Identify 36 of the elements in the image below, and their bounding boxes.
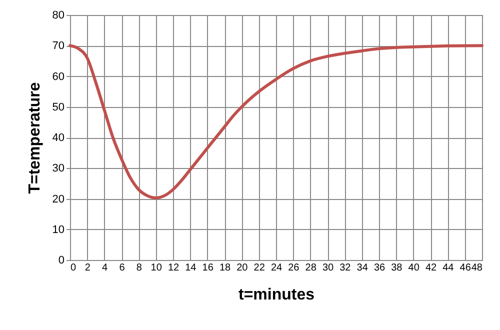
x-tick-label: 20: [236, 262, 248, 274]
x-tick-label: 46: [460, 262, 472, 274]
x-tick-label: 36: [374, 262, 386, 274]
y-axis-title: T=temperature: [26, 82, 44, 194]
x-tick-label: 12: [168, 262, 180, 274]
x-tick-label: 26: [288, 262, 300, 274]
x-tick-label: 48: [471, 262, 483, 274]
x-tick-label: 16: [202, 262, 214, 274]
x-tick-label: 6: [119, 262, 126, 274]
x-tick-label: 22: [254, 262, 266, 274]
y-tick-label: 30: [52, 162, 64, 175]
x-tick-label: 0: [70, 262, 76, 274]
x-tick-label: 30: [322, 262, 334, 274]
x-tick-label: 14: [185, 262, 197, 274]
x-tick-label: 18: [219, 262, 231, 274]
x-tick-label: 40: [408, 262, 420, 274]
x-tick-label: 24: [270, 262, 282, 274]
x-tick-label: 4: [102, 262, 108, 274]
x-axis-title: t=minutes: [238, 286, 315, 304]
y-tick-label: 70: [52, 40, 64, 52]
x-tick-label: 28: [305, 262, 317, 274]
x-tick-label: 38: [391, 262, 403, 274]
y-tick-label: 60: [52, 70, 64, 83]
y-tick-label: 40: [52, 132, 64, 144]
x-tick-label: 42: [425, 262, 437, 274]
x-tick-label: 32: [340, 262, 352, 274]
y-tick-label: 80: [52, 10, 64, 22]
y-tick-label: 50: [52, 101, 64, 114]
y-tick-label: 20: [52, 193, 64, 206]
x-tick-label: 8: [136, 262, 142, 274]
x-tick-label: 44: [442, 262, 454, 274]
line-series: [68, 44, 484, 200]
x-tick-label: 10: [150, 262, 162, 274]
x-tick-label: 2: [84, 262, 91, 274]
x-tick-label: 34: [356, 262, 368, 274]
y-tick-label: 10: [52, 224, 64, 236]
